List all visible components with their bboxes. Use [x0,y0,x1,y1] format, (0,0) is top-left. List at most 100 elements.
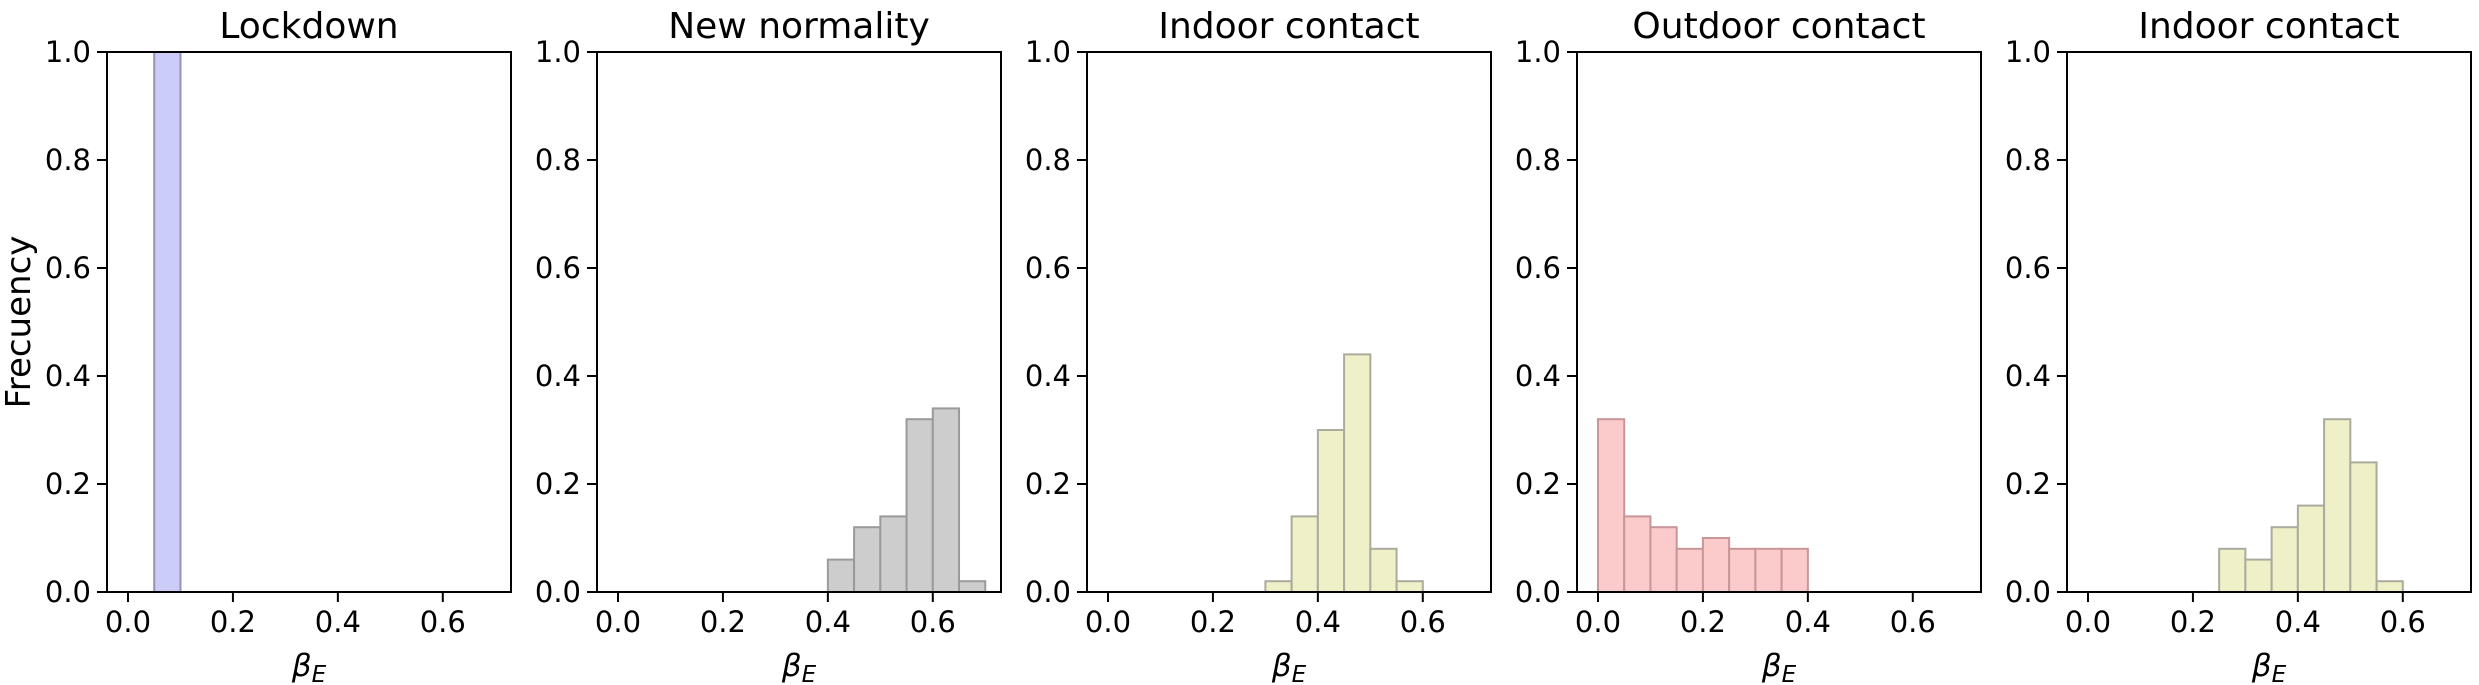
axes-frame [596,51,1002,593]
y-tick-label: 1.0 [2005,35,2051,69]
histogram-bar [1343,353,1372,593]
panel-title: New normality [668,6,930,47]
histogram-bar [1316,429,1346,593]
y-tick-label: 0.2 [535,467,581,501]
histogram-bar [1264,580,1293,594]
x-tick-label: 0.6 [420,605,466,639]
y-tick-label: 0.2 [45,467,91,501]
histogram-bar [1780,547,1809,593]
x-tick-label: 0.0 [1575,605,1621,639]
y-tick-label: 0.6 [1515,251,1561,285]
x-tick-label: 0.6 [2380,605,2426,639]
x-tick-label: 0.0 [1085,605,1131,639]
y-tick-label: 0.4 [1025,359,1071,393]
plot-area [1577,52,1981,592]
x-tick-label: 0.0 [595,605,641,639]
y-tick-label: 1.0 [45,35,91,69]
x-tick-label: 0.0 [105,605,151,639]
x-tick-label: 0.6 [1890,605,1936,639]
x-tick-label: 0.4 [805,605,851,639]
y-tick-label: 0.8 [1025,143,1071,177]
y-tick-label: 0.6 [535,251,581,285]
y-tick-label: 0.0 [45,575,91,609]
histogram-bar [2218,547,2247,593]
axes-frame [2066,51,2472,593]
x-axis-label: βE [1271,648,1307,685]
histogram-bar [2323,418,2352,594]
histogram-bar [1395,580,1424,594]
x-axis-label: βE [781,648,817,685]
x-tick-label: 0.4 [1785,605,1831,639]
histogram-bar [1754,547,1783,593]
x-axis-label: βE [2251,648,2287,685]
y-tick-label: 0.6 [2005,251,2051,285]
histogram-bar [1675,547,1704,593]
x-tick-label: 0.4 [2275,605,2321,639]
histogram-bar [2296,504,2326,594]
y-tick-label: 0.4 [2005,359,2051,393]
histogram-bar [958,580,987,594]
histogram-bar [1728,547,1757,593]
y-tick-label: 0.0 [535,575,581,609]
y-tick-label: 0.4 [535,359,581,393]
x-axis-label: βE [1761,648,1797,685]
panel-title: Outdoor contact [1632,6,1925,47]
x-tick-label: 0.4 [1295,605,1341,639]
histogram-bar [2244,558,2273,593]
panel-title: Indoor contact [1158,6,1419,47]
axes-frame [1086,51,1492,593]
histogram-bar [1701,537,1731,593]
x-tick-label: 0.2 [2170,605,2216,639]
x-tick-label: 0.2 [1680,605,1726,639]
y-tick-label: 1.0 [1515,35,1561,69]
panel-indoor-contact-4: 0.0 0.2 0.4 0.6 0.0 0.2 0.4 0.6 0.8 1.0 Indoor con… [2005,6,2472,685]
panel-new-normality-1: 0.0 0.2 0.4 0.6 0.0 0.2 0.4 0.6 0.8 1.0 New normal… [535,6,1002,685]
panel-indoor-contact-2: 0.0 0.2 0.4 0.6 0.0 0.2 0.4 0.6 0.8 1.0 Indoor con… [1025,6,1492,685]
panel-outdoor-contact-3: 0.0 0.2 0.4 0.6 0.0 0.2 0.4 0.6 0.8 1.0 Outdoor co… [1515,6,1982,685]
axes-frame [106,51,512,593]
x-tick-label: 0.2 [210,605,256,639]
histogram-bar [2349,461,2378,593]
histogram-bar [1596,418,1626,594]
histogram-bar [2375,580,2404,594]
x-tick-label: 0.4 [315,605,361,639]
x-tick-label: 0.2 [700,605,746,639]
histogram-bar [1649,526,1678,594]
y-tick-label: 0.8 [2005,143,2051,177]
y-tick-label: 0.0 [1515,575,1561,609]
histogram-bar [1623,515,1652,594]
axes-frame [1576,51,1982,593]
y-tick-label: 0.2 [1025,467,1071,501]
panel-title: Lockdown [219,6,398,47]
x-tick-label: 0.0 [2065,605,2111,639]
histogram-bar [826,558,856,593]
y-tick-label: 0.6 [1025,251,1071,285]
y-tick-label: 0.6 [45,251,91,285]
y-tick-label: 0.2 [2005,467,2051,501]
histogram-bar [2270,526,2299,594]
histogram-bar [853,526,882,594]
y-tick-label: 0.0 [1025,575,1071,609]
x-tick-label: 0.6 [1400,605,1446,639]
y-tick-label: 0.8 [535,143,581,177]
panel-title: Indoor contact [2138,6,2399,47]
histogram-bar [1290,515,1319,594]
y-tick-label: 1.0 [1025,35,1071,69]
histogram-bar [153,51,182,593]
histogram-bar [931,407,961,593]
x-axis-label: βE [291,648,327,685]
histogram-bar [879,515,908,594]
histogram-bar [1369,547,1398,593]
panel-lockdown-0: 0.0 0.2 0.4 0.6 0.0 0.2 0.4 0.6 0.8 1.0 Lockdown βE… [0,6,512,685]
y-tick-label: 1.0 [535,35,581,69]
y-axis-label: Frecuency [0,236,39,409]
plot-area [1087,52,1491,592]
histogram-bar [905,418,934,594]
y-tick-label: 0.0 [2005,575,2051,609]
y-tick-label: 0.4 [45,359,91,393]
y-tick-label: 0.8 [1515,143,1561,177]
x-tick-label: 0.6 [910,605,956,639]
y-tick-label: 0.8 [45,143,91,177]
y-tick-label: 0.2 [1515,467,1561,501]
